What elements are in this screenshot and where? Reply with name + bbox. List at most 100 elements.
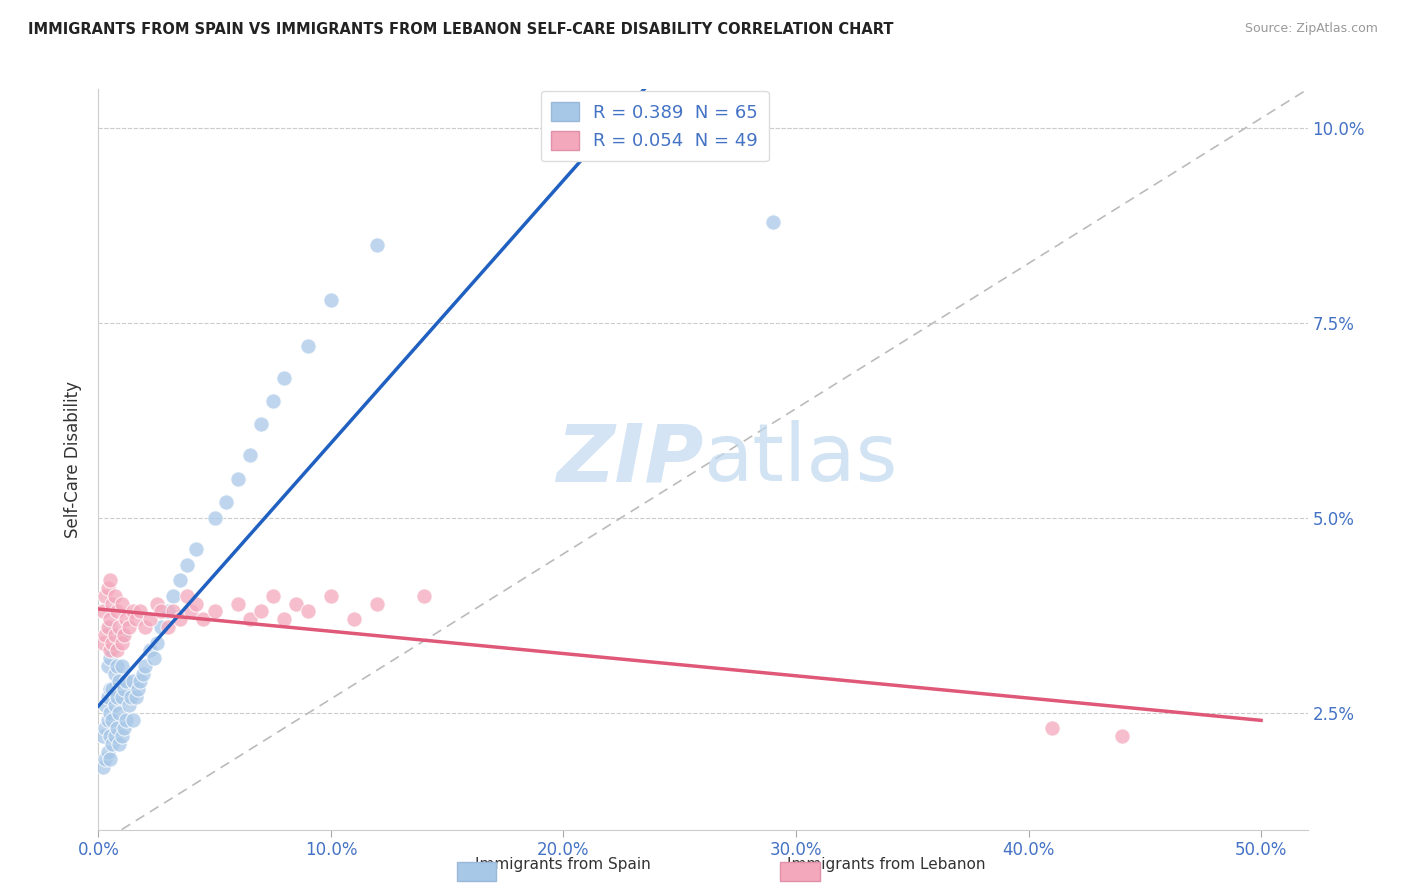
Point xyxy=(273,370,295,384)
Point xyxy=(98,573,121,587)
Point xyxy=(108,674,131,689)
Point xyxy=(413,589,436,603)
Point xyxy=(169,573,191,587)
Point xyxy=(169,612,191,626)
Point xyxy=(162,589,184,603)
Point xyxy=(120,690,142,704)
Point xyxy=(98,752,121,766)
Point xyxy=(366,238,388,252)
Point xyxy=(112,682,135,697)
Point xyxy=(118,620,141,634)
Point xyxy=(104,698,127,712)
Point xyxy=(101,714,124,728)
Point xyxy=(122,604,145,618)
Point xyxy=(124,612,146,626)
Legend: R = 0.389  N = 65, R = 0.054  N = 49: R = 0.389 N = 65, R = 0.054 N = 49 xyxy=(541,91,769,161)
Point xyxy=(250,417,273,432)
Y-axis label: Self-Care Disability: Self-Care Disability xyxy=(65,381,83,538)
Point xyxy=(98,643,121,657)
Point xyxy=(108,706,131,720)
Point xyxy=(122,674,145,689)
Text: Immigrants from Spain: Immigrants from Spain xyxy=(475,857,650,872)
Point xyxy=(97,659,120,673)
Point xyxy=(285,597,308,611)
Point xyxy=(297,604,319,618)
Point xyxy=(134,620,156,634)
Point xyxy=(97,620,120,634)
Point xyxy=(105,604,128,618)
Point xyxy=(143,651,166,665)
Point xyxy=(115,714,138,728)
Point xyxy=(97,714,120,728)
Point xyxy=(138,612,160,626)
Point xyxy=(226,472,249,486)
Point xyxy=(97,745,120,759)
Point xyxy=(150,604,173,618)
Point xyxy=(343,612,366,626)
Point xyxy=(180,604,202,618)
Point xyxy=(112,721,135,735)
Point xyxy=(105,690,128,704)
Point xyxy=(105,659,128,673)
Point xyxy=(98,620,121,634)
Point xyxy=(157,620,180,634)
Point xyxy=(129,674,152,689)
Point xyxy=(91,604,114,618)
Point xyxy=(191,612,214,626)
Point xyxy=(98,651,121,665)
Point xyxy=(129,604,152,618)
Point xyxy=(145,597,167,611)
Point xyxy=(204,604,226,618)
Point xyxy=(762,215,785,229)
Point xyxy=(111,659,134,673)
Point xyxy=(176,589,198,603)
Point xyxy=(1040,721,1063,735)
Point xyxy=(108,620,131,634)
Point xyxy=(134,659,156,673)
Point xyxy=(226,597,249,611)
Point xyxy=(112,628,135,642)
Point xyxy=(98,682,121,697)
Point xyxy=(297,339,319,353)
Point xyxy=(250,604,273,618)
Point xyxy=(131,666,153,681)
Point xyxy=(111,635,134,649)
Point xyxy=(319,589,342,603)
Point xyxy=(94,721,117,735)
Point xyxy=(104,666,127,681)
Text: Source: ZipAtlas.com: Source: ZipAtlas.com xyxy=(1244,22,1378,36)
Text: Immigrants from Lebanon: Immigrants from Lebanon xyxy=(786,857,986,872)
Point xyxy=(98,729,121,743)
Point xyxy=(111,690,134,704)
Point xyxy=(239,449,262,463)
Point xyxy=(262,393,284,408)
Point xyxy=(105,721,128,735)
Point xyxy=(138,643,160,657)
Point xyxy=(101,597,124,611)
Point xyxy=(111,597,134,611)
Point xyxy=(111,729,134,743)
Point xyxy=(127,682,149,697)
Point xyxy=(184,597,207,611)
Point xyxy=(176,558,198,572)
Point xyxy=(91,760,114,774)
Point xyxy=(104,628,127,642)
Point xyxy=(145,635,167,649)
Point xyxy=(124,690,146,704)
Text: atlas: atlas xyxy=(703,420,897,499)
Point xyxy=(184,541,207,556)
Point xyxy=(101,635,124,649)
Point xyxy=(104,729,127,743)
Point xyxy=(101,682,124,697)
Point xyxy=(273,612,295,626)
Point xyxy=(204,511,226,525)
Point xyxy=(94,589,117,603)
Point xyxy=(94,698,117,712)
Point xyxy=(215,495,238,509)
Point xyxy=(97,581,120,595)
Point xyxy=(115,674,138,689)
Point xyxy=(162,604,184,618)
Point xyxy=(105,643,128,657)
Point xyxy=(111,628,134,642)
Point xyxy=(97,690,120,704)
